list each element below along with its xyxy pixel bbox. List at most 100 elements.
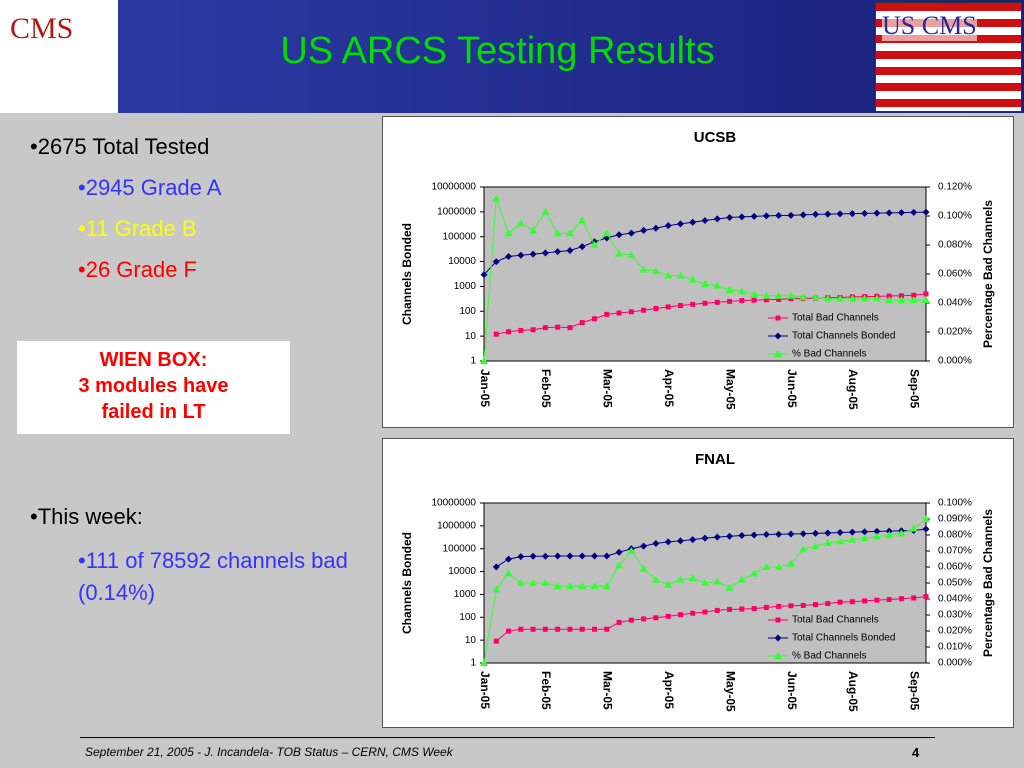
marker [701, 534, 709, 542]
marker [506, 628, 512, 634]
marker [676, 537, 684, 545]
header-bar [0, 0, 1024, 113]
marker [641, 616, 647, 622]
marker [825, 601, 831, 607]
marker [923, 291, 929, 297]
marker [714, 299, 720, 305]
footer-text: September 21, 2005 - J. Incandela- TOB S… [85, 745, 453, 759]
logo-text: US CMS [882, 11, 977, 41]
y2-axis-label: Percentage Bad Channels [981, 509, 995, 657]
legend-label: % Bad Channels [792, 651, 867, 662]
marker [848, 294, 857, 302]
marker [517, 553, 525, 561]
marker [530, 626, 536, 632]
marker [823, 539, 832, 546]
marker [689, 536, 697, 544]
x-tick-label: Jan-05 [478, 369, 492, 407]
y-tick-label: 100 [459, 306, 476, 317]
marker [774, 291, 783, 299]
marker [860, 534, 869, 542]
marker [898, 596, 904, 602]
x-tick-label: Jun-05 [785, 369, 799, 408]
marker [665, 613, 671, 619]
marker [628, 309, 634, 315]
marker [737, 575, 746, 583]
marker [652, 539, 660, 547]
marker [788, 603, 794, 609]
marker [776, 603, 782, 609]
y2-axis-label: Percentage Bad Channels [981, 200, 995, 348]
marker [874, 597, 880, 603]
marker [727, 606, 733, 612]
marker [862, 598, 868, 604]
marker [750, 212, 758, 220]
y-tick-label: 10000000 [432, 498, 477, 509]
marker [824, 529, 832, 537]
marker [664, 222, 672, 230]
bullet: •111 of 78592 channels bad (0.14%) [78, 548, 348, 605]
marker [898, 293, 904, 299]
marker [872, 294, 881, 302]
marker [604, 626, 610, 632]
marker [592, 316, 597, 322]
marker [578, 552, 586, 560]
x-tick-label: Mar-05 [601, 671, 615, 710]
marker [554, 248, 562, 256]
x-tick-label: Jan-05 [478, 671, 492, 709]
marker [492, 258, 500, 266]
marker [848, 535, 857, 543]
marker [848, 528, 856, 536]
marker [505, 555, 513, 563]
y-tick-label: 1000 [454, 281, 477, 292]
y2-tick-label: 0.120% [938, 182, 972, 193]
marker [812, 529, 819, 537]
marker [530, 327, 536, 333]
bullet: •2675 Total Tested [30, 134, 210, 159]
marker [627, 547, 636, 554]
marker [738, 213, 746, 221]
marker [541, 552, 549, 560]
y2-tick-label: 0.100% [938, 498, 972, 509]
marker [922, 515, 930, 522]
marker [727, 298, 733, 304]
marker [529, 226, 538, 234]
marker [541, 207, 550, 215]
marker [774, 350, 782, 357]
marker [872, 532, 881, 540]
y-tick-label: 10 [465, 635, 477, 646]
marker [923, 594, 929, 600]
marker [516, 579, 525, 586]
marker [579, 320, 585, 326]
logo-left: CMS [0, 0, 118, 113]
marker [579, 626, 585, 632]
marker [615, 548, 623, 556]
marker [690, 301, 696, 307]
note-line: 3 modules have [78, 375, 229, 397]
marker [701, 280, 709, 288]
marker [529, 250, 537, 258]
marker [799, 545, 808, 553]
bullet: •This week: [30, 504, 143, 529]
marker [725, 583, 734, 591]
y2-tick-label: 0.070% [938, 546, 972, 557]
marker [555, 626, 561, 632]
marker [775, 315, 781, 321]
marker [480, 659, 488, 666]
y-axis-label: Channels Bonded [400, 223, 414, 325]
marker [836, 529, 844, 537]
marker [909, 296, 918, 304]
y2-tick-label: 0.020% [938, 327, 972, 338]
marker [492, 585, 501, 593]
marker [492, 194, 501, 202]
slide-title: US ARCS Testing Results [280, 30, 715, 72]
marker [812, 210, 819, 218]
marker [911, 595, 917, 601]
marker [922, 525, 930, 533]
marker [738, 531, 746, 539]
marker [786, 291, 795, 299]
marker [909, 524, 918, 532]
marker [774, 634, 782, 642]
marker [713, 215, 721, 223]
y2-tick-label: 0.050% [938, 578, 972, 589]
marker [591, 552, 598, 560]
